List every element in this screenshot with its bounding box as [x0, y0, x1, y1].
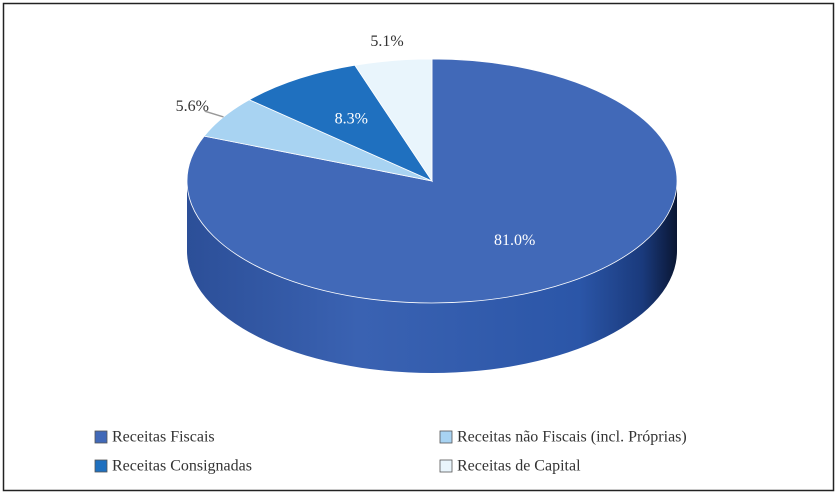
legend-swatch	[94, 459, 108, 473]
legend-label: Receitas Fiscais	[112, 429, 215, 446]
pie-side	[187, 181, 677, 373]
legend-label: Receitas de Capital	[457, 458, 581, 475]
legend-label: Receitas Consignadas	[112, 458, 252, 475]
data-label: 5.6%	[176, 98, 209, 115]
data-label: 5.1%	[370, 33, 403, 50]
legend-label: Receitas não Fiscais (incl. Próprias)	[457, 429, 687, 446]
pie-slice	[354, 58, 433, 183]
data-label: 8.3%	[335, 110, 368, 127]
pie-slice	[186, 58, 678, 304]
data-label: 81.0%	[494, 232, 535, 249]
pie-slice	[248, 64, 434, 182]
leader-line	[204, 110, 224, 118]
legend-swatch	[94, 430, 108, 444]
legend-swatch	[439, 430, 453, 444]
legend-swatch	[439, 459, 453, 473]
